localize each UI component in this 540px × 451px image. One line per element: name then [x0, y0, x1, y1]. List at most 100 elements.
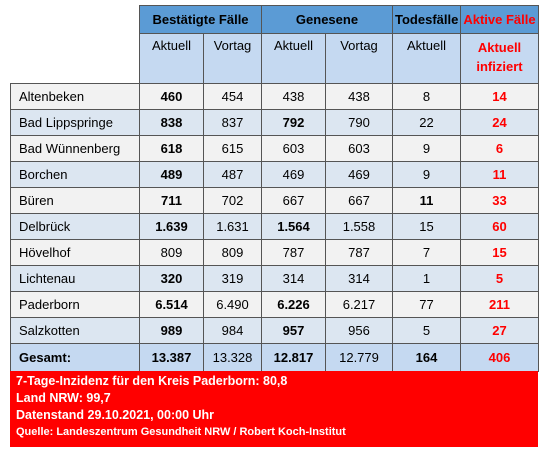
table-row: Lichtenau 320 319 314 314 1 5	[10, 265, 539, 292]
table-row: Bad Lippspringe 838 837 792 790 22 24	[10, 109, 539, 136]
sub-header-active-line1: Aktuell	[477, 40, 522, 55]
total-deaths-current: 164	[392, 343, 461, 372]
sub-header-row: Aktuell Vortag Aktuell Vortag Aktuell Ak…	[11, 33, 539, 84]
confirmed-current: 6.514	[139, 291, 204, 318]
total-label: Gesamt:	[10, 343, 140, 372]
table-body: Altenbeken 460 454 438 438 8 14 Bad Lippspringe…	[10, 83, 539, 344]
confirmed-current: 838	[139, 109, 204, 136]
municipality-name: Borchen	[10, 161, 140, 188]
source-text: Quelle: Landeszentrum Gesundheit NRW / R…	[16, 426, 346, 438]
header-confirmed: Bestätigte Fälle	[139, 5, 262, 34]
recovered-current: 314	[261, 265, 326, 292]
active-infected: 11	[460, 161, 539, 188]
corner-cell	[11, 6, 140, 34]
confirmed-previous: 319	[203, 265, 262, 292]
recovered-previous: 956	[325, 317, 393, 344]
recovered-previous: 469	[325, 161, 393, 188]
active-infected: 33	[460, 187, 539, 214]
active-infected: 14	[460, 83, 539, 110]
municipality-name: Bad Lippspringe	[10, 109, 140, 136]
confirmed-previous: 1.631	[203, 213, 262, 240]
table-row: Delbrück 1.639 1.631 1.564 1.558 15 60	[10, 213, 539, 240]
confirmed-previous: 615	[203, 135, 262, 162]
deaths-current: 7	[392, 239, 461, 266]
table-row: Bad Wünnenberg 618 615 603 603 9 6	[10, 135, 539, 162]
confirmed-current: 989	[139, 317, 204, 344]
confirmed-previous: 6.490	[203, 291, 262, 318]
table-row: Paderborn 6.514 6.490 6.226 6.217 77 211	[10, 291, 539, 318]
nrw-text: Land NRW: 99,7	[16, 391, 111, 405]
sub-header-active-infected: Aktuell infiziert	[460, 33, 539, 84]
table-row: Borchen 489 487 469 469 9 11	[10, 161, 539, 188]
municipality-name: Büren	[10, 187, 140, 214]
total-recovered-current: 12.817	[261, 343, 326, 372]
sub-header-active-line2: infiziert	[476, 59, 523, 74]
deaths-current: 9	[392, 161, 461, 188]
active-infected: 27	[460, 317, 539, 344]
sub-header-current: Aktuell	[139, 33, 204, 84]
confirmed-current: 618	[139, 135, 204, 162]
deaths-current: 1	[392, 265, 461, 292]
recovered-current: 667	[261, 187, 326, 214]
table-row: Salzkotten 989 984 957 956 5 27	[10, 317, 539, 344]
confirmed-current: 320	[139, 265, 204, 292]
recovered-current: 1.564	[261, 213, 326, 240]
sub-header-previous: Vortag	[203, 33, 262, 84]
sub-header-current: Aktuell	[261, 33, 326, 84]
deaths-current: 5	[392, 317, 461, 344]
deaths-current: 9	[392, 135, 461, 162]
confirmed-current: 1.639	[139, 213, 204, 240]
active-infected: 60	[460, 213, 539, 240]
recovered-previous: 1.558	[325, 213, 393, 240]
confirmed-previous: 454	[203, 83, 262, 110]
active-infected: 5	[460, 265, 539, 292]
confirmed-previous: 702	[203, 187, 262, 214]
municipality-name: Delbrück	[10, 213, 140, 240]
active-infected: 15	[460, 239, 539, 266]
header-deaths: Todesfälle	[392, 5, 461, 34]
confirmed-previous: 487	[203, 161, 262, 188]
confirmed-current: 711	[139, 187, 204, 214]
recovered-current: 792	[261, 109, 326, 136]
recovered-previous: 603	[325, 135, 393, 162]
deaths-current: 15	[392, 213, 461, 240]
active-infected: 6	[460, 135, 539, 162]
recovered-current: 787	[261, 239, 326, 266]
confirmed-previous: 837	[203, 109, 262, 136]
incidence-text: 7-Tage-Inzidenz für den Kreis Paderborn:…	[16, 374, 288, 388]
total-recovered-previous: 12.779	[325, 343, 393, 372]
table-row: Büren 711 702 667 667 11 33	[10, 187, 539, 214]
deaths-current: 11	[392, 187, 461, 214]
total-confirmed-current: 13.387	[139, 343, 204, 372]
table-row: Hövelhof 809 809 787 787 7 15	[10, 239, 539, 266]
recovered-previous: 6.217	[325, 291, 393, 318]
recovered-previous: 314	[325, 265, 393, 292]
municipality-name: Altenbeken	[10, 83, 140, 110]
header-recovered: Genesene	[261, 5, 393, 34]
sub-header-current: Aktuell	[392, 33, 461, 84]
confirmed-previous: 984	[203, 317, 262, 344]
active-infected: 24	[460, 109, 539, 136]
municipality-name: Salzkotten	[10, 317, 140, 344]
confirmed-current: 809	[139, 239, 204, 266]
municipality-name: Lichtenau	[10, 265, 140, 292]
confirmed-current: 489	[139, 161, 204, 188]
recovered-previous: 790	[325, 109, 393, 136]
deaths-current: 8	[392, 83, 461, 110]
table-row: Altenbeken 460 454 438 438 8 14	[10, 83, 539, 110]
active-infected: 211	[460, 291, 539, 318]
recovered-current: 6.226	[261, 291, 326, 318]
deaths-current: 77	[392, 291, 461, 318]
municipality-name: Bad Wünnenberg	[10, 135, 140, 162]
confirmed-previous: 809	[203, 239, 262, 266]
total-confirmed-previous: 13.328	[203, 343, 262, 372]
confirmed-current: 460	[139, 83, 204, 110]
recovered-current: 469	[261, 161, 326, 188]
info-banner: 7-Tage-Inzidenz für den Kreis Paderborn:…	[10, 371, 538, 447]
municipality-name: Paderborn	[10, 291, 140, 318]
covid-table: Bestätigte Fälle Genesene Todesfälle Akt…	[10, 5, 539, 372]
total-active: 406	[460, 343, 539, 372]
recovered-previous: 438	[325, 83, 393, 110]
recovered-current: 438	[261, 83, 326, 110]
recovered-previous: 667	[325, 187, 393, 214]
